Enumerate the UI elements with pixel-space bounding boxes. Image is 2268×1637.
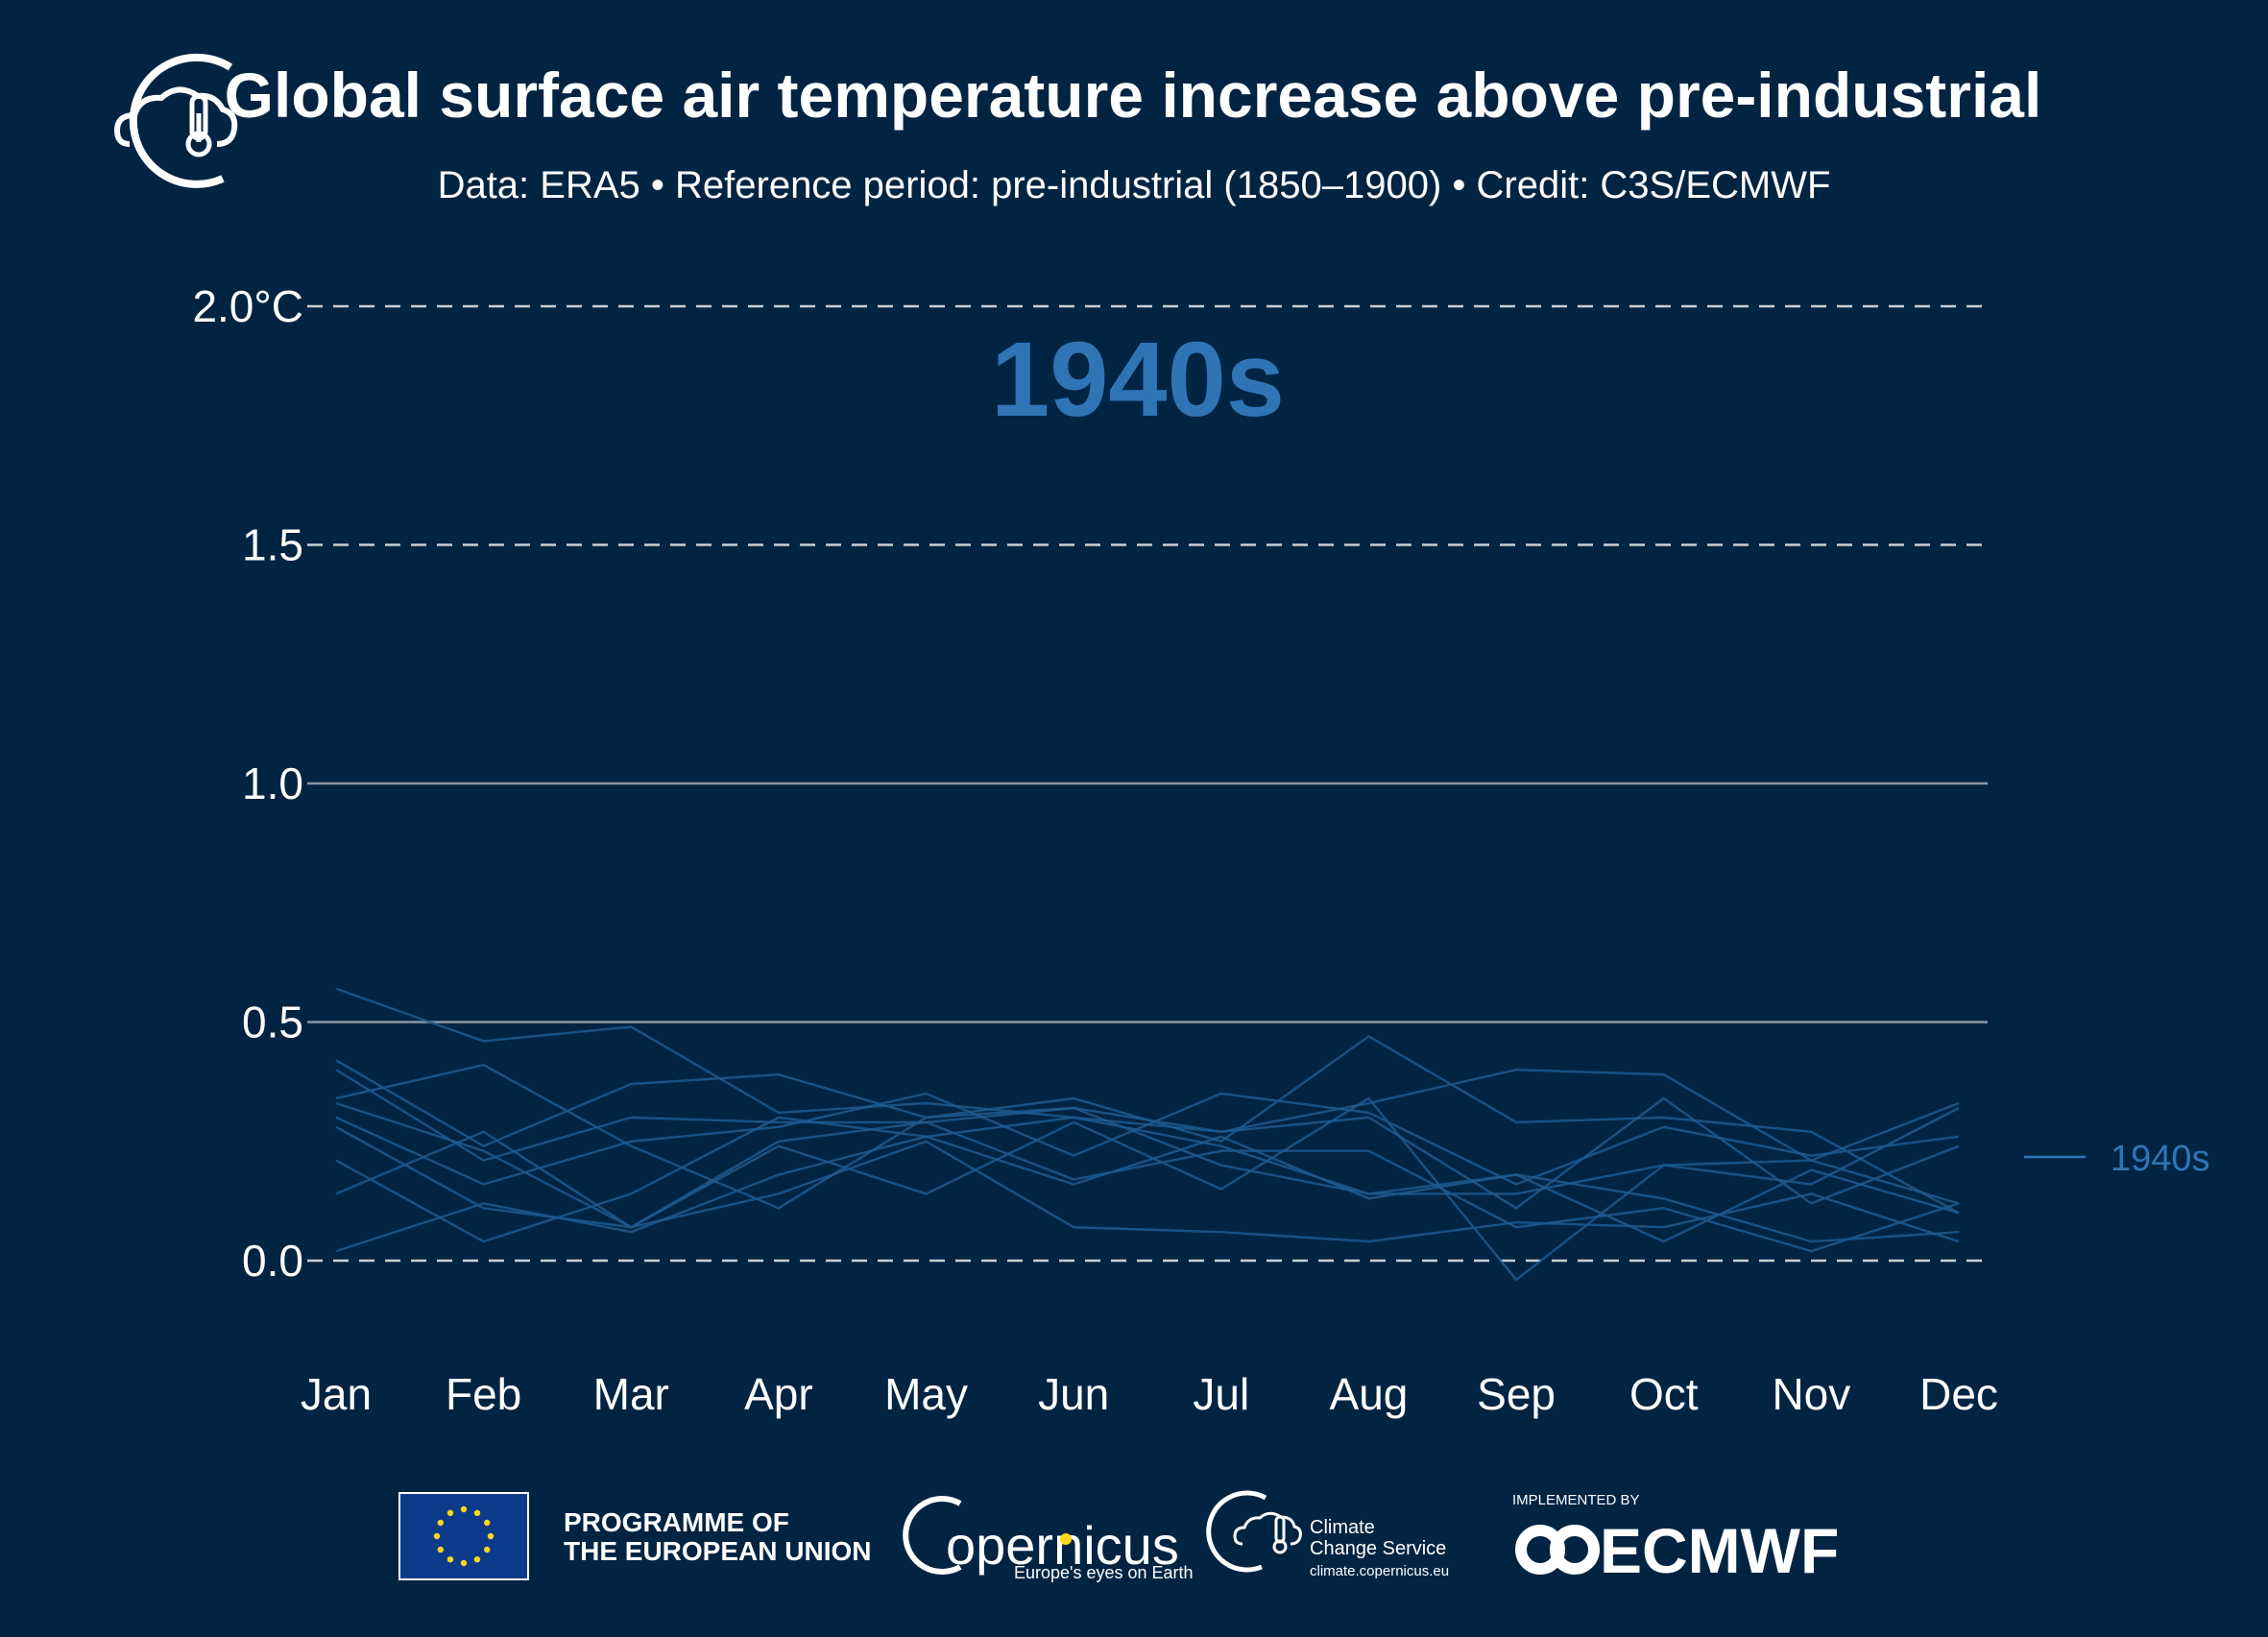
- x-tick-label-sep: Sep: [1477, 1369, 1556, 1419]
- x-tick-label-jan: Jan: [301, 1369, 372, 1419]
- y-tick-label-0: 0.0: [242, 1236, 303, 1286]
- chart-subtitle: Data: ERA5 • Reference period: pre-indus…: [438, 164, 1831, 206]
- series-line-1949: [335, 1101, 1960, 1243]
- x-tick-label-apr: Apr: [744, 1369, 813, 1419]
- x-tick-label-nov: Nov: [1772, 1369, 1850, 1419]
- x-tick-label-dec: Dec: [1919, 1369, 1998, 1419]
- eu-star-icon: [437, 1546, 444, 1553]
- x-axis-ticks: Jan Feb Mar Apr May Jun Jul Aug Sep Oct Nov Dec: [301, 1369, 1998, 1419]
- eu-star-icon: [446, 1509, 454, 1517]
- x-tick-label-oct: Oct: [1629, 1369, 1699, 1419]
- x-tick-label-feb: Feb: [446, 1369, 521, 1419]
- c3s-url: climate.copernicus.eu: [1310, 1563, 1449, 1579]
- copernicus-wordmark: opernicus: [946, 1515, 1179, 1576]
- series-line-1942: [335, 1063, 1960, 1210]
- c3s-line2: Change Service: [1310, 1538, 1446, 1559]
- c3s-footer-logo: [1206, 1490, 1302, 1573]
- ecmwf-symbol-icon: [1515, 1525, 1600, 1575]
- eu-star-icon: [484, 1519, 491, 1527]
- y-tick-label-4: 2.0°C: [192, 281, 303, 331]
- eu-flag-icon: [398, 1492, 529, 1580]
- copernicus-tagline: Europe's eyes on Earth: [1014, 1563, 1194, 1582]
- x-tick-label-aug: Aug: [1330, 1369, 1409, 1419]
- y-tick-label-1: 0.5: [242, 998, 303, 1047]
- y-tick-label-2: 1.0: [242, 758, 303, 808]
- eu-programme-line1: PROGRAMME OF: [564, 1507, 789, 1537]
- eu-star-icon: [473, 1509, 481, 1517]
- series-line-1948: [335, 1069, 1960, 1243]
- eu-star-icon: [487, 1532, 495, 1540]
- eu-star-icon: [446, 1556, 454, 1563]
- copernicus-logo: opernicus Europe's eyes on Earth: [903, 1496, 1194, 1582]
- eu-programme-line2: THE EUROPEAN UNION: [564, 1536, 871, 1566]
- series-line-1947: [335, 1135, 1960, 1253]
- eu-star-icon: [473, 1556, 481, 1563]
- gridlines: [307, 304, 1988, 1263]
- eu-star-icon: [437, 1519, 444, 1527]
- x-tick-label-jul: Jul: [1193, 1369, 1249, 1419]
- y-tick-label-3: 1.5: [242, 520, 303, 570]
- ecmwf-implemented-by: IMPLEMENTED BY: [1512, 1492, 1640, 1508]
- eu-star-icon: [460, 1559, 468, 1567]
- copernicus-dot-icon: [1060, 1533, 1072, 1545]
- eu-star-icon: [460, 1505, 468, 1513]
- series-lines: [335, 987, 1960, 1282]
- eu-star-icon: [433, 1532, 441, 1540]
- legend-label: 1940s: [2111, 1139, 2210, 1179]
- ecmwf-wordmark: ECMWF: [1600, 1515, 1839, 1586]
- chart-title: Global surface air temperature increase …: [225, 60, 2042, 131]
- x-tick-label-may: May: [884, 1369, 968, 1419]
- c3s-header-icon: [113, 53, 238, 188]
- series-line-1946: [335, 1120, 1960, 1253]
- x-tick-label-jun: Jun: [1038, 1369, 1109, 1419]
- x-tick-label-mar: Mar: [593, 1369, 669, 1419]
- series-line-1945: [335, 1096, 1960, 1282]
- decade-overlay-label: 1940s: [991, 321, 1285, 439]
- series-line-1944: [335, 1106, 1960, 1243]
- c3s-line1: Climate: [1310, 1517, 1375, 1538]
- series-line-1943: [335, 1092, 1960, 1186]
- y-axis-ticks: 0.0 0.5 1.0 1.5 2.0°C: [192, 281, 303, 1286]
- eu-star-icon: [484, 1546, 491, 1553]
